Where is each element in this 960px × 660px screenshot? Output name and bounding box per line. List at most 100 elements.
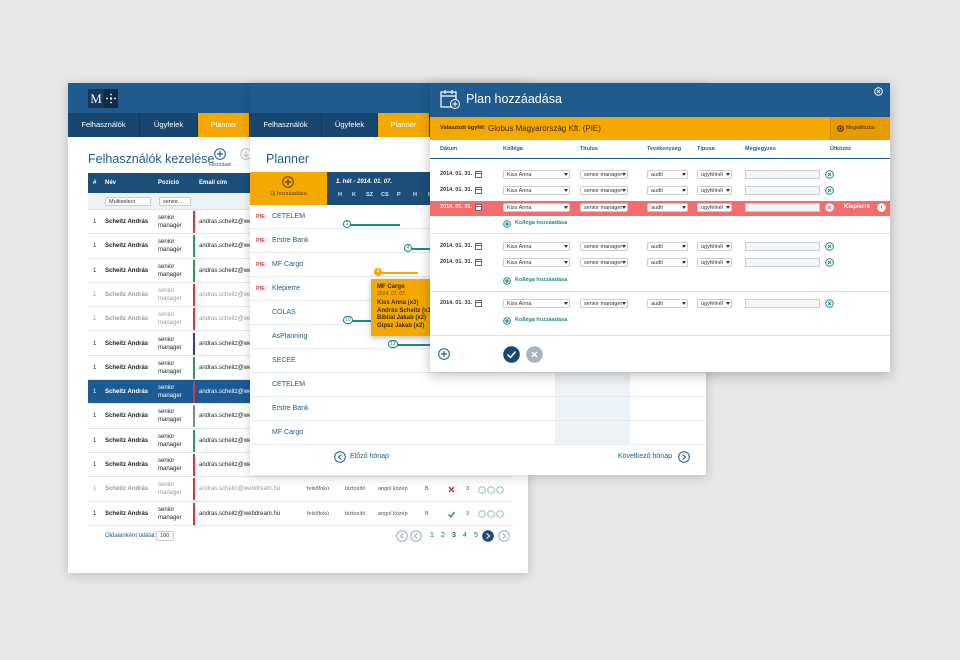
nav-tab[interactable]: Planner <box>378 113 430 137</box>
add-colleague-icon[interactable] <box>503 317 511 325</box>
select-title[interactable]: senior manager <box>580 186 628 195</box>
remove-row[interactable] <box>825 258 834 267</box>
next-month-icon[interactable] <box>678 451 690 463</box>
prev-month[interactable]: Előző hónap <box>350 453 389 460</box>
select-title[interactable]: senior manager <box>580 242 628 251</box>
page-next[interactable] <box>482 530 494 542</box>
select-activity[interactable]: audit <box>647 299 688 308</box>
add-colleague[interactable]: Kolléga hozzáadása <box>515 317 568 323</box>
next-month[interactable]: Következő hónap <box>617 453 672 460</box>
row-action[interactable] <box>487 485 495 494</box>
add-group[interactable] <box>438 348 450 360</box>
remove-row[interactable] <box>825 170 834 179</box>
page-first[interactable] <box>396 530 408 542</box>
nav-tab[interactable]: Ügyfelek <box>322 113 378 137</box>
client-row[interactable] <box>250 397 706 421</box>
remove-row[interactable] <box>825 242 834 251</box>
date-picker[interactable] <box>475 243 482 250</box>
select-title[interactable]: senior manager <box>580 203 628 212</box>
select-colleague[interactable]: Kiss Anna <box>503 203 570 212</box>
page-number[interactable]: 1 <box>430 532 434 539</box>
select-type[interactable]: ügyfélnél <box>697 299 732 308</box>
add-colleague[interactable]: Kolléga hozzáadása <box>515 220 568 226</box>
select-activity[interactable]: audit <box>647 203 688 212</box>
row-action[interactable] <box>487 510 495 518</box>
select-type[interactable]: ügyfélnél <box>697 258 732 267</box>
add-colleague-icon[interactable] <box>503 277 511 285</box>
tooltip-date: 2014. 01. 07. <box>377 291 407 297</box>
cancel-button[interactable] <box>526 346 543 363</box>
table-row[interactable] <box>88 477 512 502</box>
select-arrow <box>622 189 626 192</box>
nav-tab[interactable]: Planner <box>198 113 250 137</box>
date-picker[interactable] <box>475 259 482 266</box>
select-type[interactable]: ügyfélnél <box>697 186 732 195</box>
add-box[interactable] <box>250 172 327 205</box>
date-picker[interactable] <box>475 300 482 307</box>
row-action[interactable] <box>496 485 504 494</box>
note-input[interactable] <box>745 170 820 179</box>
select-activity[interactable]: audit <box>647 170 688 179</box>
filter-select[interactable]: senior... <box>159 197 191 206</box>
select-title[interactable]: senior manager <box>580 170 628 179</box>
date-picker[interactable] <box>475 187 482 194</box>
note-input[interactable] <box>745 299 820 308</box>
change-box[interactable] <box>830 117 890 140</box>
select-type[interactable]: ügyfélnél <box>697 242 732 251</box>
note-input[interactable] <box>745 258 820 267</box>
note-input[interactable] <box>745 203 820 212</box>
booking-badge[interactable]: 12 <box>388 340 398 348</box>
filter-select[interactable]: Multiselect <box>105 197 151 206</box>
add-colleague[interactable]: Kolléga hozzáadása <box>515 277 568 283</box>
select-activity[interactable]: audit <box>647 258 688 267</box>
select-colleague[interactable]: Kiss Anna <box>503 170 570 179</box>
booking-badge[interactable]: 10 <box>343 316 353 324</box>
select-type[interactable]: ügyfélnél <box>697 170 732 179</box>
remove-row[interactable] <box>825 186 834 195</box>
per-page-select[interactable]: 100 <box>156 531 174 541</box>
page-last[interactable] <box>498 530 510 542</box>
page-number[interactable]: 2 <box>441 532 445 539</box>
client-row[interactable] <box>250 421 706 445</box>
select-type[interactable]: ügyfélnél <box>697 203 732 212</box>
remove-row[interactable] <box>825 299 834 308</box>
nav-tab[interactable]: Ügyfelek <box>140 113 198 137</box>
select-activity[interactable]: audit <box>647 186 688 195</box>
row-action[interactable] <box>496 510 504 518</box>
select-arrow <box>564 173 568 176</box>
client-row[interactable] <box>250 373 706 397</box>
row-action[interactable] <box>478 485 486 494</box>
conflict-info[interactable] <box>877 203 886 212</box>
page-number[interactable]: 4 <box>463 532 467 539</box>
nav-tab[interactable]: Felhasználók <box>250 113 322 137</box>
select-title[interactable]: senior manager <box>580 258 628 267</box>
nav-tab[interactable]: Felhasználók <box>68 113 140 137</box>
select-title[interactable]: senior manager <box>580 299 628 308</box>
page-prev[interactable] <box>410 530 422 542</box>
page-number[interactable]: 5 <box>474 532 478 539</box>
confirm-button[interactable] <box>503 346 520 363</box>
select-colleague[interactable]: Kiss Anna <box>503 186 570 195</box>
table-row[interactable] <box>88 501 512 526</box>
remove-row[interactable] <box>825 203 834 212</box>
prev-month-icon[interactable] <box>334 451 346 463</box>
select-colleague[interactable]: Kiss Anna <box>503 242 570 251</box>
select-colleague[interactable]: Kiss Anna <box>503 258 570 267</box>
booking-badge[interactable]: 4 <box>374 268 382 276</box>
select-colleague[interactable]: Kiss Anna <box>503 299 570 308</box>
add-button-2[interactable] <box>240 148 252 160</box>
add-button[interactable] <box>214 148 226 160</box>
note-input[interactable] <box>745 186 820 195</box>
change-label[interactable]: Megváltoztat <box>846 125 875 131</box>
client-row[interactable] <box>250 349 706 373</box>
page-number[interactable]: 3 <box>452 532 456 539</box>
date-picker[interactable] <box>475 171 482 178</box>
row-action[interactable] <box>478 510 486 518</box>
close-button[interactable] <box>874 87 883 96</box>
note-input[interactable] <box>745 242 820 251</box>
booking-badge[interactable]: 4 <box>404 244 412 252</box>
select-activity[interactable]: audit <box>647 242 688 251</box>
booking-badge[interactable]: 3 <box>343 220 351 228</box>
date-picker[interactable] <box>475 204 482 211</box>
add-colleague-icon[interactable] <box>503 220 511 228</box>
